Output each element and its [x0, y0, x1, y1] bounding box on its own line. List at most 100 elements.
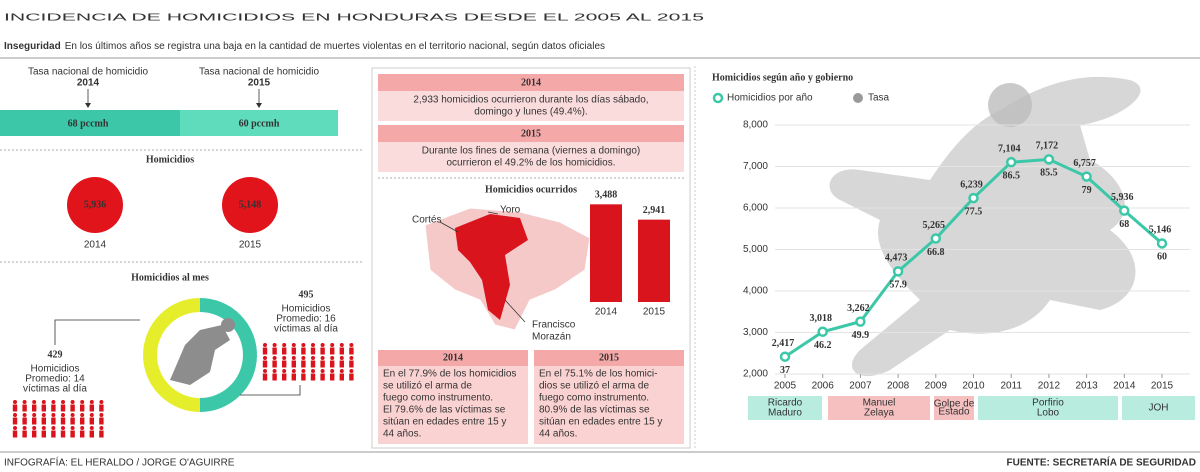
person-icon [70, 426, 75, 430]
homicide-value: 5,936 [84, 199, 107, 210]
rate-label: 60 [1157, 252, 1167, 263]
box-year: 2014 [521, 77, 541, 88]
person-icon [32, 417, 37, 425]
person-icon [291, 369, 296, 373]
person-icon [272, 356, 277, 360]
value-label: 7,104 [998, 143, 1021, 154]
person-icon [41, 430, 46, 438]
government-label: Ricardo [768, 398, 803, 409]
rate-label: 49.9 [852, 330, 870, 341]
person-icon [301, 369, 306, 373]
person-icon [301, 343, 306, 347]
y-tick-label: 8,000 [743, 120, 768, 131]
arrow-head [256, 103, 262, 108]
donut-segment [143, 298, 201, 412]
person-icon [349, 356, 354, 360]
lead-bold: Inseguridad [4, 41, 61, 52]
x-tick-label: 2014 [1113, 381, 1136, 392]
monthly-text: víctimas al día [23, 384, 87, 395]
bar-value-label: 2,941 [643, 205, 666, 216]
bar-category: 2015 [643, 307, 666, 318]
value-label: 6,239 [960, 179, 983, 190]
value-label: 7,172 [1036, 141, 1059, 152]
figure [170, 325, 230, 385]
monthly-text: víctimas al día [274, 324, 338, 335]
lead: Inseguridad En los últimos años se regist… [4, 41, 605, 52]
person-icon [99, 426, 104, 430]
person-icon [41, 404, 46, 412]
box-text: En el 75.1% de los homici- [539, 369, 657, 380]
person-icon [301, 360, 306, 368]
person-icon [41, 400, 46, 404]
chart-title: Homicidios según año y gobierno [712, 72, 853, 83]
bar [590, 204, 622, 302]
box-body [378, 142, 684, 172]
person-icon [301, 373, 306, 381]
map-label: Francisco [532, 320, 576, 331]
person-icon [263, 369, 267, 373]
connector [487, 211, 499, 215]
box-text: 44 años. [539, 429, 577, 440]
person-icon [310, 373, 316, 381]
person-icon [89, 417, 94, 425]
bar-category: 2014 [595, 307, 618, 318]
person-icon [320, 356, 325, 360]
map-label: Yoro [500, 205, 521, 216]
person-icon [311, 343, 315, 347]
person-icon [12, 417, 18, 425]
box-text: Durante los fines de semana (viernes a d… [422, 146, 640, 157]
person-icon [60, 404, 66, 412]
person-icon [22, 413, 27, 417]
rate-value: 60 pccmh [239, 118, 280, 129]
box-header [378, 74, 684, 91]
person-icon [349, 347, 354, 355]
arrow-head [85, 103, 91, 108]
monthly-text: Homicidios [282, 304, 331, 315]
bar [638, 219, 670, 302]
x-tick-label: 2006 [812, 381, 835, 392]
rate-label: 77.5 [965, 206, 983, 217]
legend-label: Tasa [868, 93, 890, 104]
person-icon [32, 400, 37, 404]
y-tick-label: 4,000 [743, 286, 768, 297]
x-tick-label: 2015 [1151, 381, 1174, 392]
y-tick-label: 3,000 [743, 327, 768, 338]
data-point [1081, 171, 1092, 182]
person-icon [282, 343, 287, 347]
person-icon [12, 404, 18, 412]
box-year: 2015 [599, 352, 619, 363]
x-tick-label: 2012 [1038, 381, 1061, 392]
box-text: domingo y lunes (49.4%). [474, 107, 587, 118]
person-icon [22, 430, 27, 438]
monthly-value: 495 [299, 289, 314, 300]
rate-label: 66.8 [927, 247, 945, 258]
rate-label: 86.5 [1002, 170, 1020, 181]
box-text: 2,933 homicidios ocurrieron durante los … [413, 95, 648, 106]
legend-label: Homicidios por año [727, 93, 813, 104]
person-icon [99, 417, 104, 425]
value-label: 3,018 [809, 313, 832, 324]
homicide-year: 2014 [84, 240, 107, 251]
person-icon [80, 413, 85, 417]
value-label: 6,757 [1073, 158, 1096, 169]
person-icon [89, 426, 94, 430]
rate-label: 79 [1082, 185, 1092, 196]
person-icon [51, 430, 56, 438]
government-band [934, 396, 974, 420]
value-label: 3,262 [847, 303, 870, 314]
monthly-text: Homicidios [31, 364, 80, 375]
person-icon [330, 360, 335, 368]
rate-label: 46.2 [814, 340, 832, 351]
person-icon [32, 426, 37, 430]
person-icon [80, 426, 85, 430]
government-label: JOH [1149, 403, 1169, 414]
person-icon [339, 343, 344, 347]
person-icon [291, 373, 296, 381]
person-icon [80, 417, 85, 425]
box-text: ocurrieron el 49.2% de los homicidios. [447, 158, 616, 169]
person-icon [272, 347, 277, 355]
person-icon [282, 360, 287, 368]
government-band [748, 396, 822, 420]
person-icon [51, 404, 56, 412]
